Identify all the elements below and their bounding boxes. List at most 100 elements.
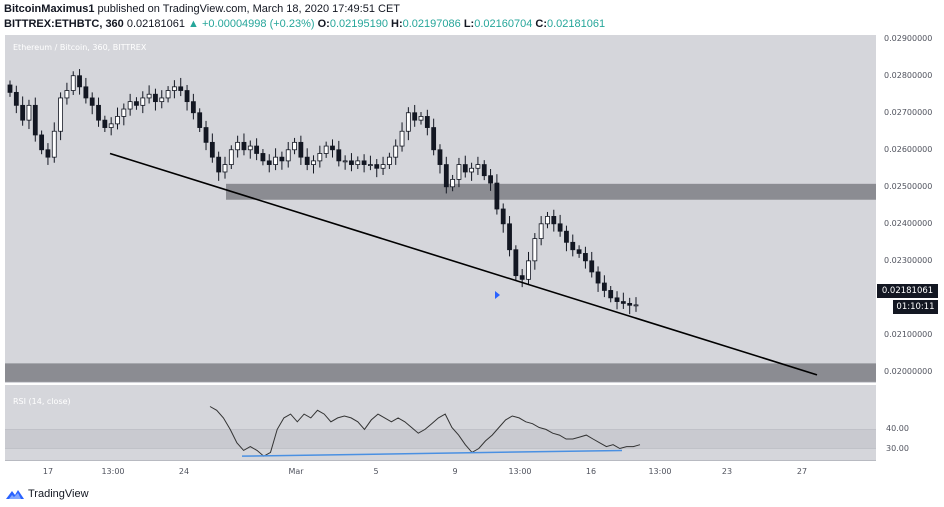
- candle-body: [197, 112, 203, 128]
- candle-body: [266, 160, 272, 165]
- author-name[interactable]: BitcoinMaximus1: [4, 3, 95, 15]
- candle-body: [222, 164, 228, 173]
- candle-body: [583, 253, 588, 262]
- candle-body: [279, 156, 285, 162]
- candle-body: [96, 104, 101, 121]
- candle-body: [159, 97, 165, 103]
- candle-body: [77, 75, 82, 88]
- candle-body: [627, 303, 633, 306]
- price-tick-label: 0.02800000: [884, 70, 933, 80]
- resistance-zone-0: [226, 183, 876, 200]
- candle-body: [424, 116, 430, 128]
- candle-body: [614, 297, 620, 302]
- candle-body: [526, 260, 531, 280]
- candle-body: [620, 301, 626, 304]
- time-tick-label: 9: [452, 467, 458, 476]
- candle-body: [551, 216, 557, 225]
- candle-body: [570, 241, 576, 251]
- rsi-trendline: [241, 449, 623, 457]
- rsi-line: [209, 406, 641, 457]
- price-chart-panel[interactable]: Ethereum / Bitcoin, 360, BITTREX: [5, 35, 876, 383]
- footer: TradingView: [5, 488, 89, 500]
- candle-body: [184, 90, 190, 103]
- candle-body: [13, 91, 19, 106]
- candle-body: [532, 238, 538, 262]
- marker-arrow-icon: [495, 291, 500, 299]
- candle-body: [127, 101, 133, 110]
- candle-body: [39, 134, 45, 151]
- candle-body: [595, 271, 601, 284]
- candle-body: [190, 101, 196, 114]
- candle-body: [89, 97, 95, 106]
- footer-brand[interactable]: TradingView: [28, 488, 89, 500]
- candle-body: [32, 104, 38, 136]
- candle-body: [26, 104, 32, 121]
- candle-body: [374, 164, 380, 169]
- price-tick-label: 0.02400000: [884, 218, 933, 228]
- close-value: 0.02181061: [547, 18, 606, 30]
- candle-body: [393, 145, 399, 158]
- candle-body: [172, 86, 177, 91]
- rsi-tick-label: 30.00: [886, 443, 909, 453]
- candle-body: [216, 156, 222, 173]
- rsi-band: [5, 429, 876, 449]
- candle-body: [146, 93, 152, 99]
- rsi-title: RSI (14, close): [13, 397, 71, 406]
- last-price-tag: 0.02181061: [877, 284, 938, 298]
- symbol-label: BITTREX:ETHBTC, 360: [4, 18, 124, 30]
- time-tick-label: 23: [721, 467, 733, 476]
- candle-body: [418, 116, 424, 121]
- candle-body: [51, 130, 57, 158]
- candle-body: [134, 101, 139, 106]
- candle-body: [254, 145, 260, 154]
- candle-body: [494, 182, 500, 210]
- last-price: 0.02181061: [126, 18, 185, 30]
- tradingview-logo-icon: [6, 490, 24, 499]
- candle-body: [507, 223, 512, 251]
- candle-body: [108, 123, 114, 128]
- candle-body: [342, 160, 348, 163]
- price-tick-label: 0.02100000: [884, 329, 933, 339]
- time-tick-label: 27: [796, 467, 808, 476]
- time-tick-label: 17: [42, 467, 54, 476]
- candle-body: [247, 145, 253, 151]
- candle-body: [608, 290, 614, 299]
- candle-body: [7, 84, 13, 93]
- candle-body: [121, 108, 127, 117]
- candle-body: [260, 153, 266, 162]
- candle-body: [58, 97, 63, 132]
- candle-body: [368, 164, 373, 166]
- rsi-tick-label: 40.00: [886, 424, 909, 434]
- candle-body: [83, 86, 89, 99]
- price-tick-label: 0.02300000: [884, 255, 933, 265]
- candle-body: [273, 156, 278, 165]
- candle-body: [70, 75, 76, 91]
- price-tick-label: 0.02000000: [884, 366, 933, 376]
- candle-body: [450, 178, 456, 188]
- candle-body: [475, 164, 481, 169]
- price-tick-label: 0.02900000: [884, 33, 933, 43]
- candle-body: [298, 141, 304, 158]
- low-value: 0.02160704: [474, 18, 533, 30]
- candle-body: [488, 175, 493, 184]
- candle-body: [386, 156, 392, 165]
- candle-body: [336, 149, 342, 162]
- price-tick-label: 0.02500000: [884, 181, 933, 191]
- price-axis[interactable]: 0.02900000 0.02800000 0.02700000 0.02600000…: [876, 33, 944, 460]
- candle-body: [330, 145, 335, 151]
- open-label: O:: [317, 18, 330, 30]
- time-axis[interactable]: 17 13:00 24 Mar 5 9 13:00 16 13:00 23 27: [5, 460, 876, 483]
- price-tick-label: 0.02700000: [884, 107, 933, 117]
- candle-body: [102, 119, 108, 128]
- candle-body: [20, 104, 26, 121]
- candle-body: [405, 112, 411, 132]
- time-tick-label: 13:00: [648, 467, 672, 476]
- candle-body: [519, 275, 525, 280]
- high-label: H:: [391, 18, 403, 30]
- candle-body: [456, 164, 462, 180]
- candle-body: [323, 145, 329, 154]
- candle-body: [437, 149, 443, 165]
- candle-body: [178, 86, 184, 91]
- candle-body: [412, 112, 418, 121]
